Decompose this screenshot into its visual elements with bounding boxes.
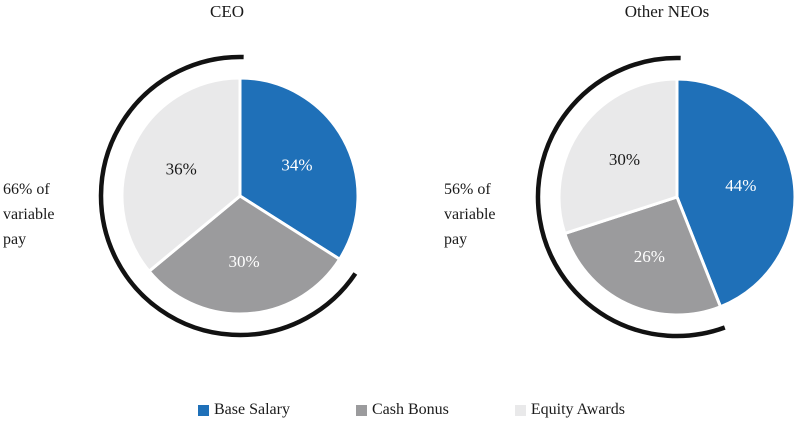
other-neos-pie-label-equity-awards: 30%	[609, 150, 640, 169]
other-neos-pie-slice-base-salary	[675, 77, 797, 309]
legend-swatch-base-salary	[198, 404, 209, 416]
chart-title-ceo: CEO	[210, 2, 244, 21]
other-neos-variable-pay-annotation: 56% of variable pay	[444, 181, 496, 248]
legend: Base Salary Cash Bonus Equity Awards	[198, 401, 625, 419]
legend-swatch-equity-awards	[514, 404, 526, 416]
ceo-pie-label-equity-awards: 36%	[166, 159, 197, 178]
legend-item-equity-awards: Equity Awards	[514, 401, 625, 419]
ceo-pie-slice-cash-bonus	[146, 194, 342, 316]
other-neos-pie-label-cash-bonus: 26%	[634, 247, 665, 266]
other-neos-pie-slice-cash-bonus	[562, 195, 723, 317]
other-neos-pie-label-base-salary: 44%	[725, 176, 756, 195]
legend-item-cash-bonus: Cash Bonus	[355, 401, 449, 419]
other-neos-pie-variable-pay-arc	[535, 55, 726, 339]
legend-item-base-salary: Base Salary	[198, 401, 290, 419]
ceo-pie-label-cash-bonus: 30%	[229, 252, 260, 271]
pie-ceo: 34% 30% 36%	[98, 54, 360, 338]
pie-other-neos: 44% 26% 30%	[535, 55, 797, 339]
legend-label-base-salary: Base Salary	[214, 401, 290, 418]
other-neos-pie-slice-equity-awards	[557, 77, 679, 236]
legend-label-equity-awards: Equity Awards	[530, 401, 625, 418]
ceo-variable-pay-annotation: 66% of variable pay	[3, 181, 55, 248]
legend-swatch-cash-bonus	[355, 404, 367, 416]
chart-title-other-neos: Other NEOs	[624, 2, 710, 21]
ceo-pie-slice-equity-awards	[120, 76, 242, 274]
pie-charts-canvas: 34% 30% 36% 44% 26% 30%	[98, 54, 797, 339]
legend-label-cash-bonus: Cash Bonus	[371, 401, 449, 418]
ceo-pie-label-base-salary: 34%	[281, 156, 312, 175]
ceo-pie-variable-pay-arc	[98, 54, 358, 338]
